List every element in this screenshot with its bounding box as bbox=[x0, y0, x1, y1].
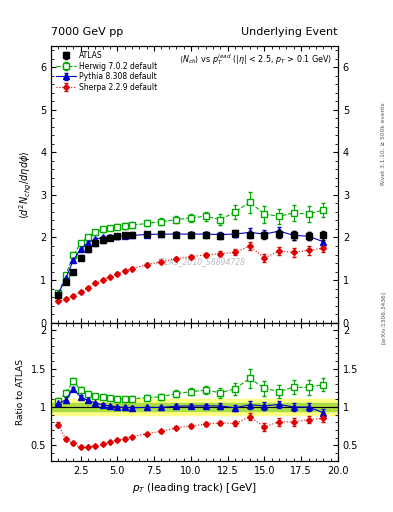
Y-axis label: $\langle d^2 N_{chg}/d\eta d\phi \rangle$: $\langle d^2 N_{chg}/d\eta d\phi \rangle… bbox=[18, 150, 35, 219]
X-axis label: $p_T$ (leading track) [GeV]: $p_T$ (leading track) [GeV] bbox=[132, 481, 257, 495]
Text: Underlying Event: Underlying Event bbox=[241, 27, 338, 37]
Text: $\langle N_{ch}\rangle$ vs $p_T^{lead}$ ($|\eta|$ < 2.5, $p_T$ > 0.1 GeV): $\langle N_{ch}\rangle$ vs $p_T^{lead}$ … bbox=[179, 52, 332, 67]
Text: Rivet 3.1.10, ≥ 500k events: Rivet 3.1.10, ≥ 500k events bbox=[381, 102, 386, 185]
Text: ATLAS_2010_S8894728: ATLAS_2010_S8894728 bbox=[155, 257, 245, 266]
Legend: ATLAS, Herwig 7.0.2 default, Pythia 8.308 default, Sherpa 2.2.9 default: ATLAS, Herwig 7.0.2 default, Pythia 8.30… bbox=[55, 50, 158, 94]
Text: [arXiv:1306.3436]: [arXiv:1306.3436] bbox=[381, 291, 386, 344]
Y-axis label: Ratio to ATLAS: Ratio to ATLAS bbox=[16, 359, 25, 424]
Text: 7000 GeV pp: 7000 GeV pp bbox=[51, 27, 123, 37]
